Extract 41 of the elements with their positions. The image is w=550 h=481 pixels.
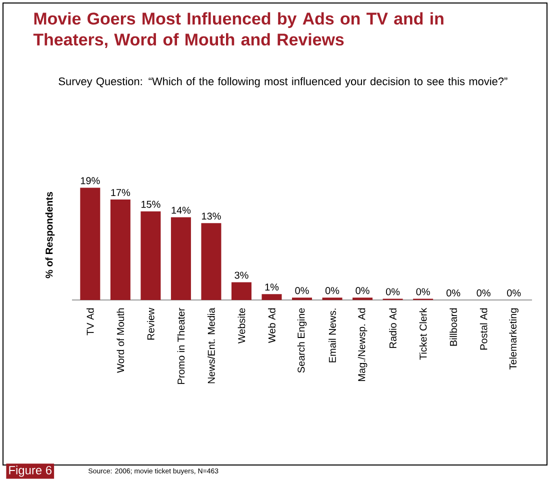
chart-subtitle: Survey Question: “Which of the following most influenced your decision to see this movie?”	[58, 77, 508, 88]
x-tick-label: Search Engine	[297, 308, 307, 373]
bar	[231, 282, 252, 300]
data-label: 13%	[202, 212, 221, 220]
data-label: 0%	[416, 288, 430, 296]
data-label: 0%	[476, 289, 490, 296]
x-tick-label: Telemarketing	[509, 308, 518, 370]
x-tick-label: Billboard	[450, 308, 457, 346]
x-tick-label: Word of Mouth	[116, 308, 124, 373]
data-label: 14%	[172, 206, 191, 214]
bar	[262, 294, 282, 300]
bar	[80, 188, 100, 300]
x-tick-label: TV Ad	[86, 308, 94, 336]
data-label: 0%	[356, 287, 370, 294]
data-label: 15%	[141, 200, 160, 208]
caption: Figure 6	[9, 466, 52, 477]
chart-title: Movie Goers Most Influenced by Ads on TV and in Theaters, Word of Mouth and Reviews	[33, 12, 444, 48]
bar	[201, 223, 222, 300]
x-tick-label: News/Ent. Media	[208, 308, 215, 384]
bar	[110, 200, 130, 300]
data-label: 0%	[386, 288, 400, 296]
data-label: 1%	[265, 284, 279, 291]
x-tick-label: Radio Ad	[389, 308, 396, 348]
data-label: 3%	[234, 272, 248, 279]
data-label: 17%	[111, 189, 130, 196]
data-label: 0%	[446, 289, 460, 296]
y-axis-title: % of Respondents	[45, 192, 55, 278]
data-label: 19%	[80, 177, 100, 184]
bar	[140, 211, 161, 300]
data-label: 0%	[295, 287, 309, 294]
data-label: 0%	[507, 289, 521, 296]
x-tick-label: Review	[147, 308, 154, 340]
bar	[170, 217, 191, 300]
x-tick-label: Promo in Theater	[177, 308, 185, 384]
x-tick-label: Mag./Newsp. Ad	[358, 308, 368, 381]
x-tick-label: Email News.	[328, 308, 336, 362]
x-tick-label: Postal Ad	[480, 308, 488, 350]
data-label: 0%	[325, 287, 340, 294]
x-tick-label: Ticket Clerk	[419, 308, 427, 360]
x-tick-label: Web Ad	[268, 308, 276, 343]
x-tick-label: Website	[238, 308, 246, 344]
